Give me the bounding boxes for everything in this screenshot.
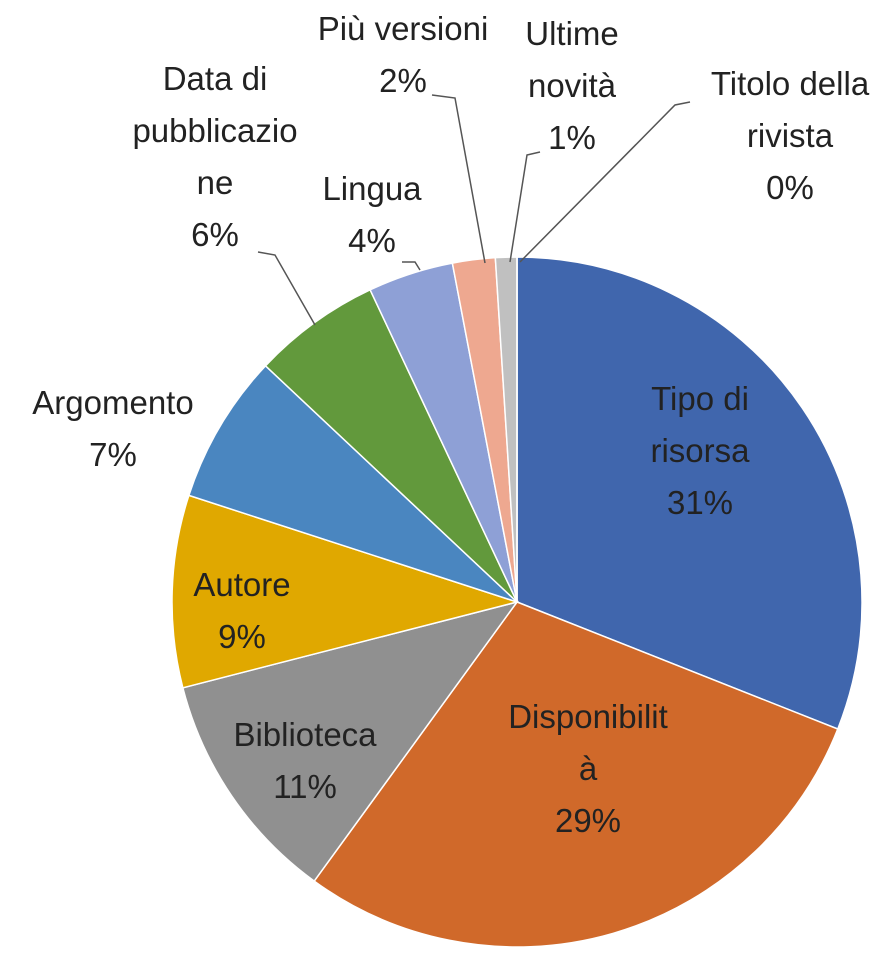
pie-slice: [171, 494, 520, 689]
label-line: risorsa: [650, 432, 750, 469]
label-line: Biblioteca: [233, 716, 377, 753]
pie-slice: [181, 600, 519, 883]
value-label: 2%: [379, 62, 427, 99]
label-line: novità: [528, 67, 617, 104]
slice-label: Più versioni: [318, 10, 489, 47]
value-label: 9%: [218, 618, 266, 655]
slice-label: Autore: [193, 566, 290, 603]
slice-label: Ultime novità: [525, 15, 619, 104]
slice-label: Titolo della rivista: [711, 65, 870, 154]
value-label: 7%: [89, 436, 137, 473]
slice-label: Biblioteca: [233, 716, 377, 753]
value-label: 11%: [273, 768, 337, 805]
pie-slice: [187, 364, 518, 603]
slice-label: Argomento: [32, 384, 193, 421]
leader-line: [402, 261, 421, 271]
label-line: ne: [197, 164, 234, 201]
label-line: Più versioni: [318, 10, 489, 47]
slice-label: Disponibilit à: [508, 698, 668, 787]
value-label: 6%: [191, 216, 239, 253]
value-label: 1%: [548, 119, 596, 156]
label-line: Ultime: [525, 15, 619, 52]
label-line: rivista: [747, 117, 834, 154]
leader-line: [509, 151, 541, 263]
label-line: Titolo della: [711, 65, 870, 102]
leader-line: [431, 94, 486, 264]
label-line: Data di: [163, 60, 268, 97]
label-line: Disponibilit: [508, 698, 668, 735]
leader-line: [519, 101, 691, 263]
slice-label: Lingua: [322, 170, 422, 207]
pie-slice: [516, 256, 863, 730]
value-label: 4%: [348, 222, 396, 259]
slice-label: Tipo di risorsa: [650, 380, 750, 469]
label-line: Argomento: [32, 384, 193, 421]
value-label: 29%: [555, 802, 621, 839]
label-line: à: [579, 750, 598, 787]
slice-label: Data di pubblicazio ne: [132, 60, 297, 201]
label-line: Autore: [193, 566, 290, 603]
pie-slice: [313, 601, 839, 948]
label-line: pubblicazio: [132, 112, 297, 149]
label-line: Lingua: [322, 170, 422, 207]
leader-line: [257, 251, 316, 326]
value-label: 0%: [766, 169, 814, 206]
value-label: 31%: [667, 484, 733, 521]
label-line: Tipo di: [651, 380, 749, 417]
